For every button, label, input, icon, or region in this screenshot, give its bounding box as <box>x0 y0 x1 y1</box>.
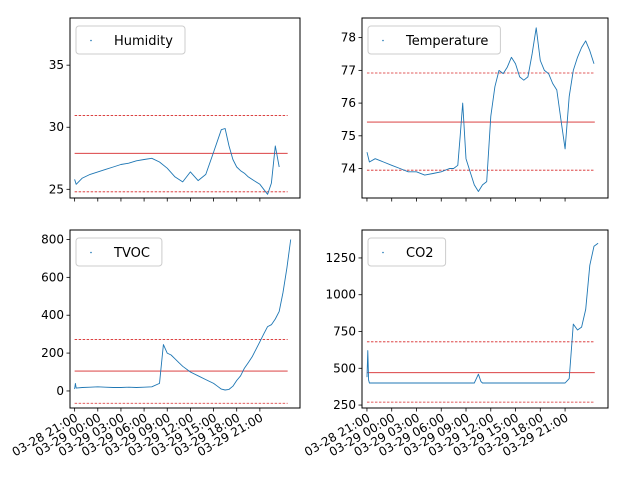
y-tick-label: 78 <box>341 31 356 45</box>
axes-frame <box>69 17 301 199</box>
y-tick-label: 500 <box>333 361 356 375</box>
legend: TVOC <box>75 237 163 267</box>
series-line <box>366 27 595 192</box>
y-tick-label: 35 <box>49 58 64 72</box>
legend-marker <box>382 251 384 254</box>
legend-label: CO2 <box>406 246 434 261</box>
legend-label: Temperature <box>405 34 488 49</box>
legend-label: Humidity <box>114 34 173 49</box>
y-tick-label: 30 <box>49 120 64 134</box>
axes-frame <box>69 229 301 409</box>
y-tick-label: 250 <box>333 398 356 412</box>
y-tick-label: 200 <box>41 346 64 360</box>
subplot-temperature: 74 75 76 77 78 Temperature <box>341 17 609 202</box>
legend-label: TVOC <box>113 246 150 261</box>
y-tick-label: 75 <box>341 129 356 143</box>
y-tick-label: 25 <box>49 182 64 196</box>
legend: Humidity <box>75 25 186 55</box>
subplot-humidity: 25 30 35 Humidity <box>49 17 301 202</box>
legend-box <box>75 25 186 55</box>
axes-frame <box>361 17 609 199</box>
legend: CO2 <box>367 237 447 267</box>
legend-box <box>367 237 447 267</box>
y-tick-label: 76 <box>341 96 356 110</box>
y-tick-label: 77 <box>341 63 356 77</box>
y-tick-label: 800 <box>41 232 64 246</box>
y-tick-label: 74 <box>341 162 356 176</box>
series-line <box>366 242 599 384</box>
legend: Temperature <box>367 25 501 55</box>
y-tick-label: 400 <box>41 308 64 322</box>
legend-marker <box>90 39 92 42</box>
legend-marker <box>382 39 384 42</box>
y-tick-label: 0 <box>56 384 64 398</box>
series-line <box>74 128 280 195</box>
y-tick-label: 750 <box>333 325 356 339</box>
axes-frame <box>361 229 609 409</box>
y-tick-label: 1000 <box>325 288 356 302</box>
legend-box <box>75 237 163 267</box>
legend-marker <box>90 251 92 254</box>
y-tick-label: 1250 <box>325 251 356 265</box>
y-tick-label: 600 <box>41 270 64 284</box>
legend-box <box>367 25 501 55</box>
series-line <box>74 239 292 391</box>
